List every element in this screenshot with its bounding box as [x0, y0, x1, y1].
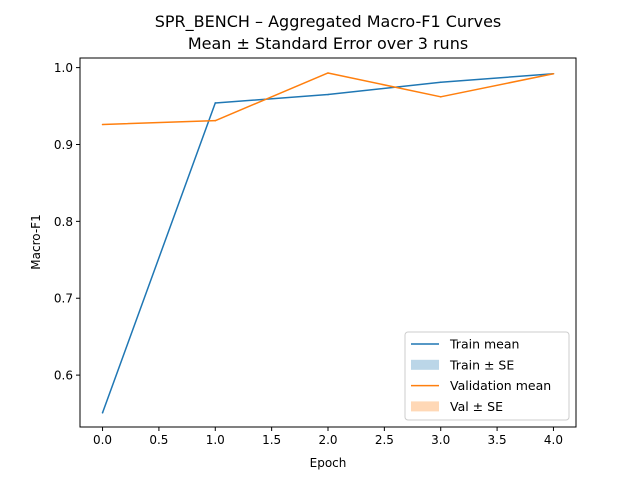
- legend-label-val-pm-se: Val ± SE: [450, 399, 503, 414]
- chart-subtitle: Mean ± Standard Error over 3 runs: [188, 34, 468, 53]
- data-point-validation-mean-3: [439, 96, 442, 98]
- x-tick-label: 3.0: [431, 433, 450, 447]
- y-tick-label: 0.6: [54, 369, 73, 383]
- x-tick-label: 1.0: [206, 433, 225, 447]
- plot-frame: [79, 57, 577, 428]
- data-point-train-mean-3: [439, 81, 442, 84]
- legend-label-train-pm-se: Train ± SE: [449, 357, 514, 372]
- data-point-validation-mean-1: [214, 119, 217, 122]
- data-point-train-mean-0: [101, 411, 104, 414]
- x-tick-label: 0.5: [149, 433, 168, 447]
- legend-items: Train mean Train ± SE Validation mean Val ±…: [411, 337, 551, 414]
- data-point-validation-mean-4: [552, 72, 555, 75]
- y-tick-label: 0.7: [54, 292, 73, 306]
- chart-title: SPR_BENCH – Aggregated Macro-F1 Curves: [155, 12, 502, 32]
- y-tick-label: 0.8: [54, 215, 73, 229]
- legend-swatch-train-pm-se: [411, 359, 439, 370]
- x-tick-label: 4.0: [544, 433, 563, 447]
- data-point-train-mean-1: [214, 102, 217, 104]
- x-axis-label: Epoch: [310, 456, 347, 470]
- legend-label-train-mean: Train mean: [449, 337, 519, 352]
- data-point-train-mean-2: [327, 93, 329, 96]
- y-tick-label: 1.0: [54, 61, 73, 75]
- y-axis-label: Macro-F1: [29, 214, 43, 269]
- legend-label-validation-mean: Validation mean: [450, 378, 551, 393]
- data-point-validation-mean-2: [327, 72, 329, 74]
- x-tick-label: 2.0: [318, 433, 337, 447]
- legend: Train mean Train ± SE Validation mean Val ±…: [404, 331, 570, 421]
- x-tick-label: 0.0: [93, 433, 112, 447]
- legend-swatch-val-pm-se: [411, 401, 439, 412]
- x-tick-label: 1.5: [262, 433, 281, 447]
- x-tick-label: 3.5: [488, 433, 507, 447]
- ticks-layer: 0.0 0.5 1.0 1.5 2.0 2.5 3.0 3.5 4.0 0.6 0.7 0.8 0.9 1…: [54, 61, 563, 447]
- data-point-validation-mean-0: [101, 123, 104, 126]
- x-tick-label: 2.5: [375, 433, 394, 447]
- series-layer: [101, 72, 555, 414]
- y-tick-label: 0.9: [54, 138, 73, 152]
- legend-box: [404, 331, 570, 421]
